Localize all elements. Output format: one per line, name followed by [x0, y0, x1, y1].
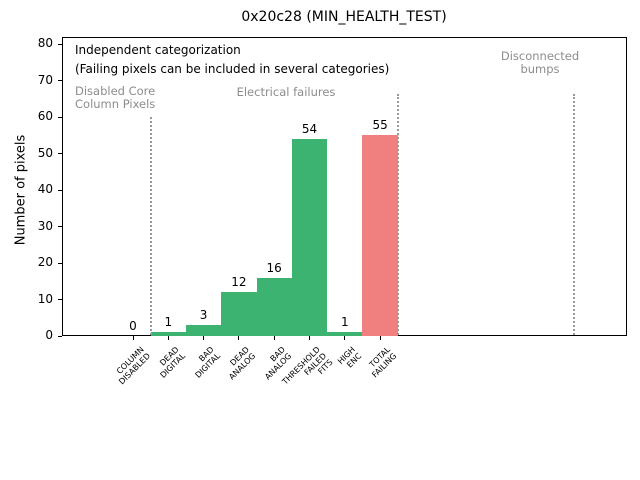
y-tick-label: 0: [45, 328, 53, 342]
x-tick-mark: [344, 336, 346, 340]
x-tick-label-text: COLUMN DISABLED: [114, 345, 152, 387]
x-tick-mark: [132, 336, 134, 340]
x-tick-label-text: DEAD DIGITAL: [158, 345, 188, 380]
y-tick-label: 40: [37, 182, 53, 197]
category-separator-line: [149, 117, 152, 335]
y-tick-label: 20: [37, 255, 53, 270]
annotation-region-disconnected-bumps: Disconnected bumps: [500, 49, 580, 76]
annotation-region-electrical-failures: Electrical failures: [236, 85, 336, 99]
bar-value-label: 54: [301, 122, 318, 137]
category-separator-line: [396, 94, 399, 335]
y-tick-label: 10: [37, 291, 53, 306]
y-tick-mark: [58, 299, 62, 301]
x-tick-label-text: HIGH ENC: [336, 345, 364, 370]
bar-value-label: 12: [231, 275, 247, 290]
bar-1: [150, 332, 186, 336]
bar-value-label: 16: [266, 260, 282, 275]
y-tick-label: 60: [37, 109, 53, 124]
bar-5: [291, 139, 328, 336]
y-tick-mark: [58, 116, 62, 118]
bar-7: [362, 135, 398, 336]
x-tick-mark: [238, 336, 240, 340]
bar-6: [327, 332, 363, 336]
bar-value-label: 0: [129, 319, 137, 333]
x-tick-mark: [309, 336, 310, 340]
bar-3: [221, 292, 257, 336]
y-tick-label: 50: [37, 145, 53, 160]
chart-title: 0x20c28 (MIN_HEALTH_TEST): [241, 9, 447, 25]
x-tick-mark: [379, 336, 381, 340]
y-tick-mark: [58, 43, 62, 45]
annotation-independent-categorization: Independent categorization: [75, 43, 241, 57]
y-tick-mark: [58, 80, 62, 82]
y-tick-label: 80: [37, 36, 53, 51]
annotation-region-disabled-core-column-pixels: Disabled Core Column Pixels: [75, 84, 156, 111]
y-tick-mark: [58, 189, 62, 191]
annotation-failing-pixels-note: (Failing pixels can be included in sever…: [75, 62, 390, 76]
bar-value-label: 3: [199, 308, 208, 323]
y-tick-label: 30: [37, 218, 53, 233]
bar-4: [256, 277, 292, 336]
plot-area: [62, 37, 627, 336]
x-tick-mark: [167, 336, 169, 340]
y-tick-mark: [58, 226, 62, 228]
y-tick-mark: [58, 262, 62, 264]
bar-value-label: 1: [340, 315, 349, 330]
bar-2: [185, 325, 222, 336]
x-tick-label-text: BAD DIGITAL: [193, 345, 223, 380]
bar-value-label: 1: [164, 315, 173, 330]
x-tick-label-text: TOTAL FAILING: [368, 345, 399, 380]
y-tick-mark: [58, 153, 62, 155]
bar-value-label: 55: [372, 118, 388, 133]
y-tick-mark: [58, 335, 62, 337]
x-tick-mark: [273, 336, 275, 340]
y-tick-label: 70: [37, 72, 53, 87]
x-tick-label-text: DEAD ANALOG: [227, 345, 258, 382]
x-tick-mark: [203, 336, 205, 340]
category-separator-line: [573, 94, 576, 335]
